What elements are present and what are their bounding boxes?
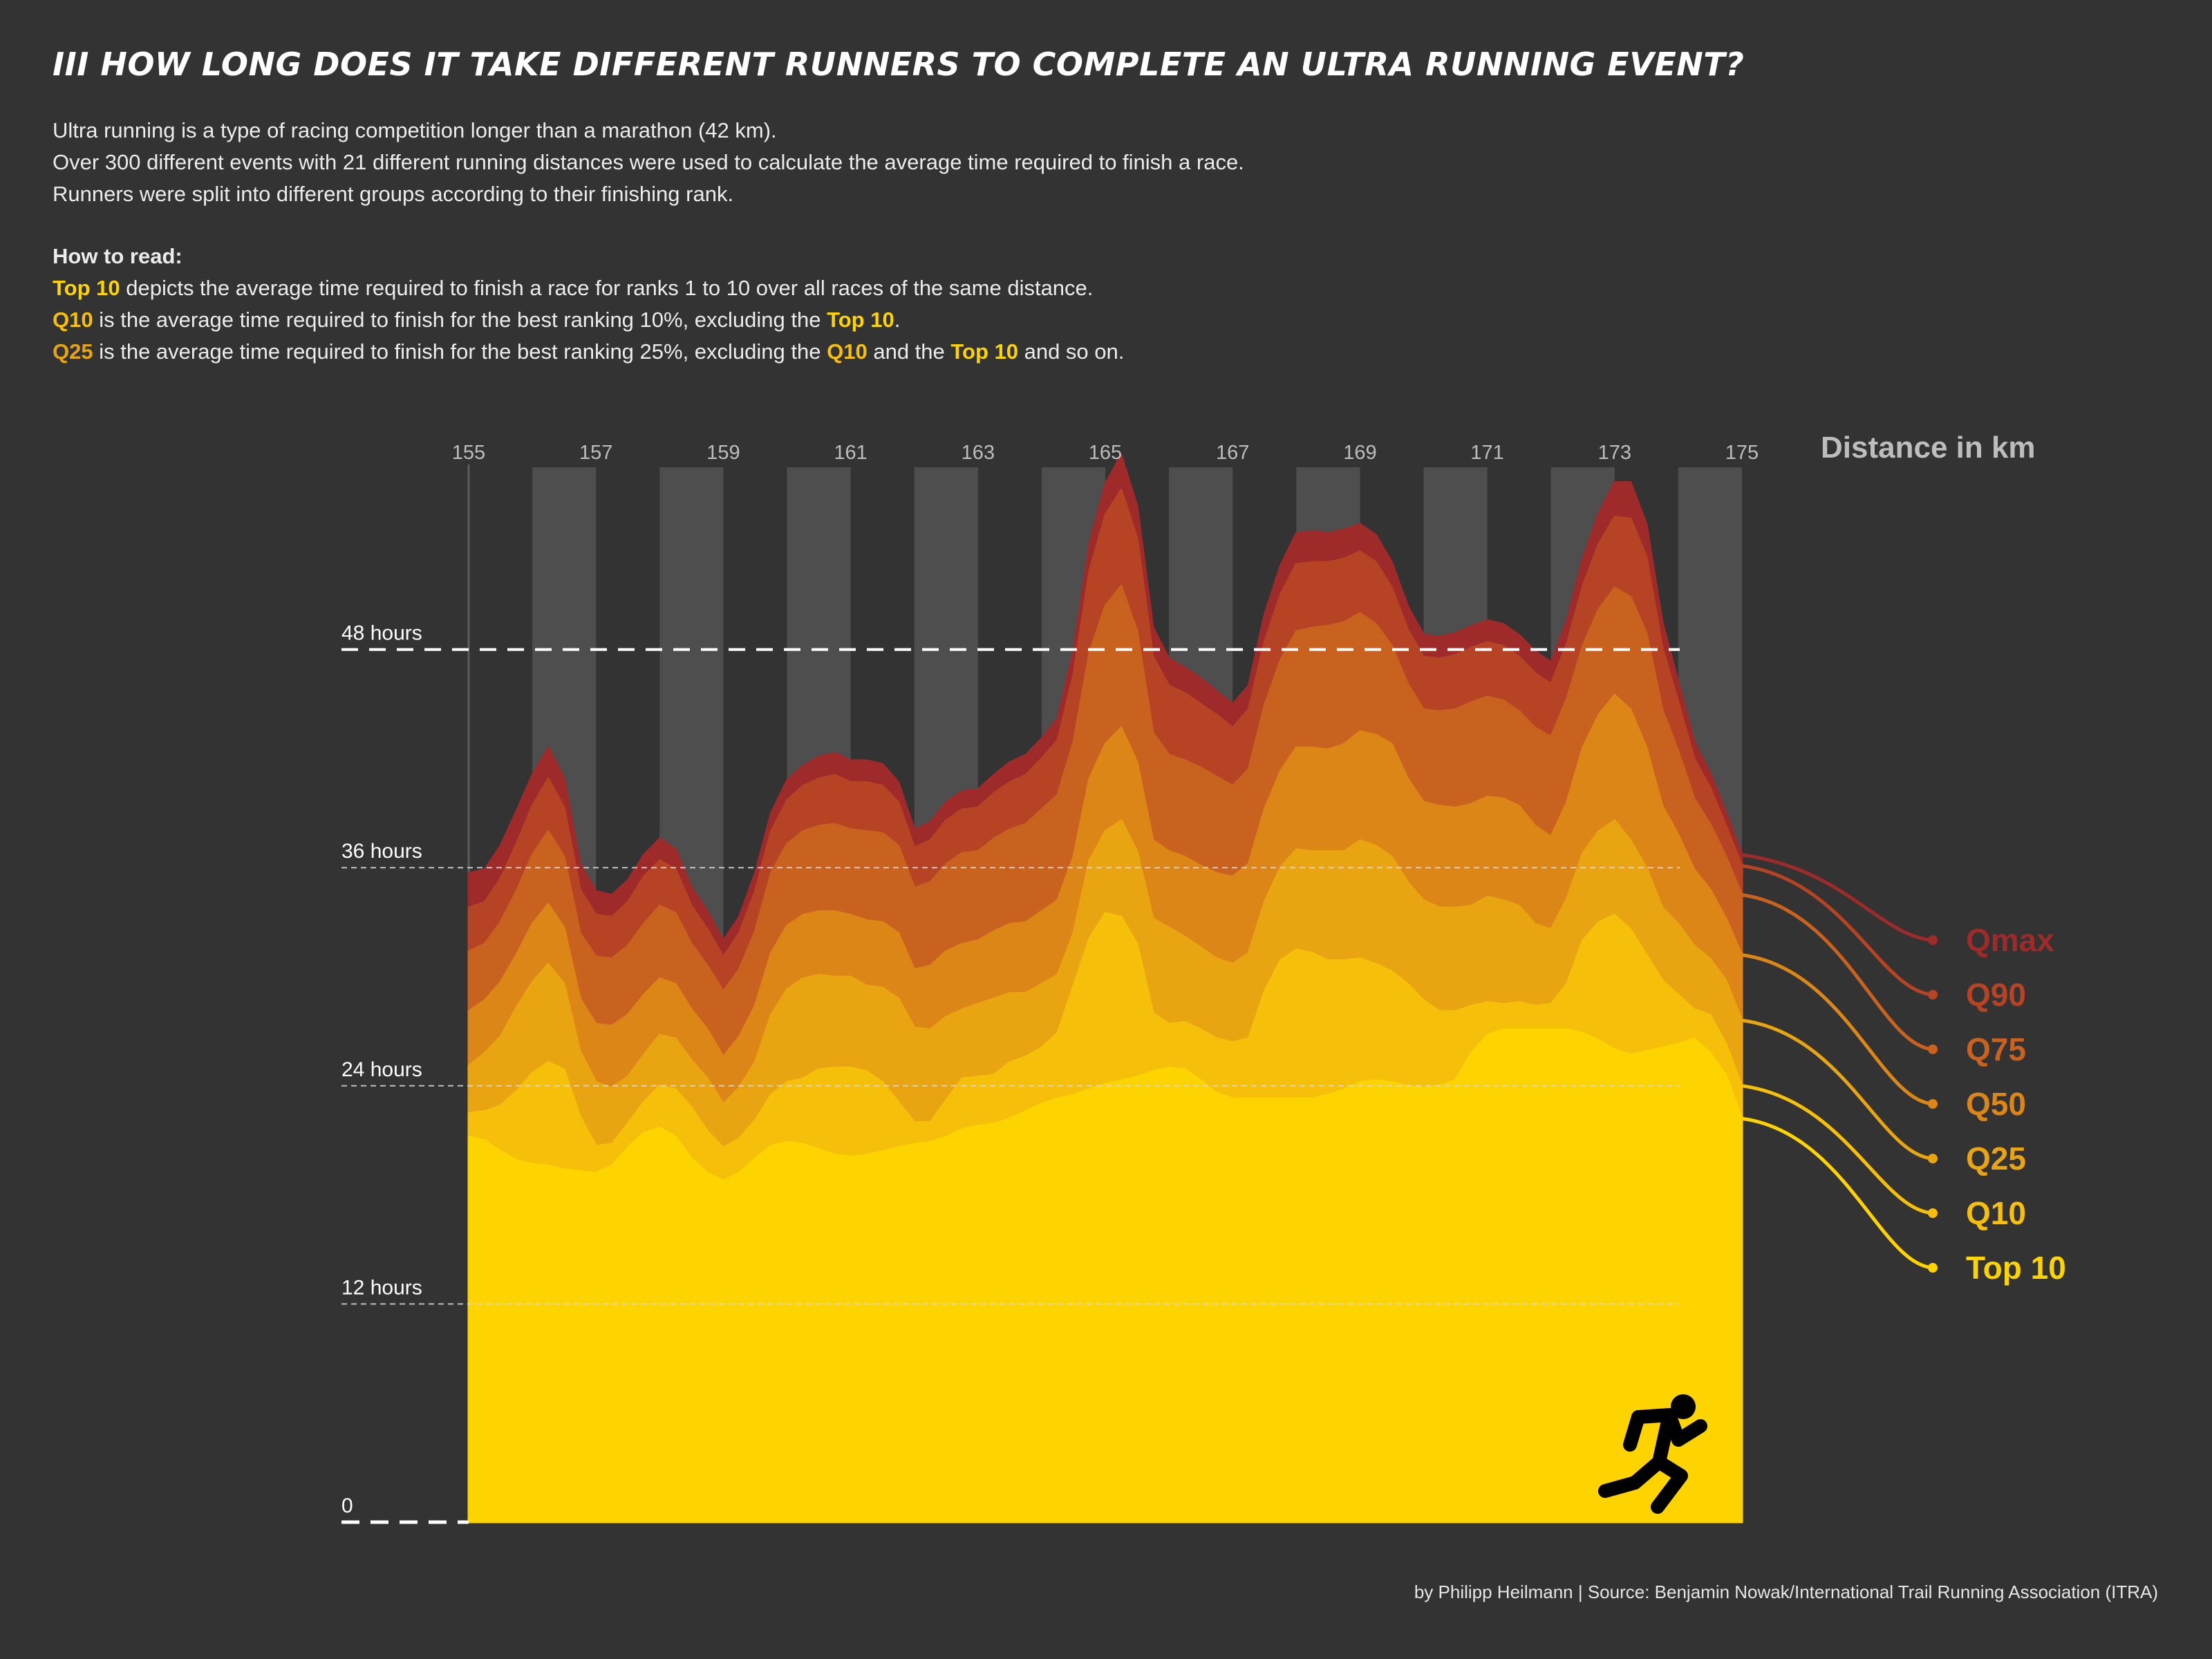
x-tick-label: 169 <box>1343 442 1376 464</box>
y-tick-label: 12 hours <box>341 1276 422 1299</box>
legend-dot <box>1928 935 1938 945</box>
legend-connector <box>1741 1116 1933 1270</box>
how-to-read-line-2: Q10 is the average time required to fini… <box>53 304 1124 336</box>
x-tick-label: 157 <box>579 442 612 464</box>
legend-connector <box>1741 864 1933 997</box>
legend-label: Q90 <box>1966 977 2026 1013</box>
legend-label: Qmax <box>1966 922 2054 958</box>
legend-connector <box>1741 953 1933 1106</box>
legend-connector <box>1741 853 1933 942</box>
legend-dot <box>1928 990 1938 1000</box>
chart-title: III HOW LONG DOES IT TAKE DIFFERENT RUNN… <box>53 46 1745 83</box>
legend-dot <box>1928 1154 1938 1163</box>
line3-text: is the average time required to finish f… <box>93 339 827 364</box>
x-tick-label: 163 <box>962 442 995 464</box>
legend-dot <box>1928 1044 1938 1054</box>
source-credit: by Philipp Heilmann | Source: Benjamin N… <box>1414 1582 2158 1602</box>
q10-highlight: Q10 <box>53 308 93 332</box>
legend-dot <box>1928 1263 1938 1273</box>
x-tick-label: 159 <box>706 442 740 464</box>
x-tick-label: 161 <box>834 442 867 464</box>
legend-connector <box>1741 893 1933 1051</box>
line1-text: depicts the average time required to fin… <box>120 276 1094 300</box>
how-to-read-heading: How to read: <box>53 244 182 268</box>
legend-label: Q10 <box>1966 1195 2026 1231</box>
area-top10 <box>467 1028 1743 1524</box>
intro-text: Ultra running is a type of racing compet… <box>53 115 1244 210</box>
how-to-read-line-3: Q25 is the average time required to fini… <box>53 336 1124 368</box>
how-to-read: How to read: Top 10 depicts the average … <box>53 241 1124 368</box>
intro-line-3: Runners were split into different groups… <box>53 182 734 206</box>
legend-label: Q50 <box>1966 1086 2026 1122</box>
x-tick-label: 167 <box>1216 442 1249 464</box>
legend-label: Q75 <box>1966 1031 2026 1067</box>
legend-label: Q25 <box>1966 1141 2026 1177</box>
line3-end: and so on. <box>1018 339 1125 364</box>
legend-label: Top 10 <box>1966 1250 2066 1286</box>
q10-highlight: Q10 <box>827 339 868 364</box>
y-tick-label: 24 hours <box>341 1058 422 1081</box>
how-to-read-line-1: Top 10 depicts the average time required… <box>53 272 1124 304</box>
intro-line-1: Ultra running is a type of racing compet… <box>53 118 777 142</box>
top10-highlight: Top 10 <box>950 339 1018 364</box>
running-person-icon <box>1598 1394 1707 1514</box>
x-tick-label: 171 <box>1470 442 1503 464</box>
x-tick-label: 155 <box>452 442 485 464</box>
top10-highlight: Top 10 <box>827 308 894 332</box>
legend-connector <box>1741 1084 1933 1215</box>
legend-dot <box>1928 1208 1938 1218</box>
q25-highlight: Q25 <box>53 339 93 364</box>
line2-text: is the average time required to finish f… <box>93 308 827 332</box>
x-axis-label: Distance in km <box>1821 431 2036 465</box>
intro-line-2: Over 300 different events with 21 differ… <box>53 150 1244 174</box>
y-tick-label: 0 <box>341 1494 353 1517</box>
legend-connector <box>1741 1018 1933 1161</box>
line3-and: and the <box>867 339 951 364</box>
x-tick-label: 173 <box>1598 442 1631 464</box>
y-tick-label: 36 hours <box>341 840 422 863</box>
legend-dot <box>1928 1099 1938 1109</box>
line2-end: . <box>894 308 901 332</box>
x-tick-label: 165 <box>1089 442 1122 464</box>
top10-highlight: Top 10 <box>53 276 120 300</box>
x-tick-label: 175 <box>1725 442 1759 464</box>
y-tick-label: 48 hours <box>341 622 422 645</box>
